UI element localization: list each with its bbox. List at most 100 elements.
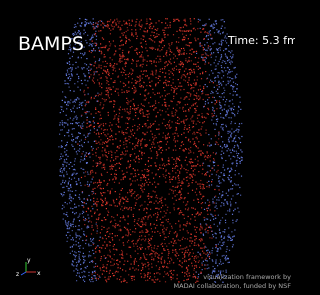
particle: [140, 188, 141, 189]
particle: [142, 126, 143, 127]
particle: [144, 185, 145, 186]
particle: [110, 251, 111, 252]
particle: [79, 256, 80, 257]
particle: [88, 93, 89, 94]
particle: [221, 56, 222, 57]
particle: [89, 51, 90, 52]
particle: [70, 99, 71, 100]
particle: [196, 272, 197, 273]
particle: [207, 32, 208, 33]
particle: [226, 249, 227, 250]
particle: [228, 262, 229, 263]
particle: [220, 247, 221, 248]
particle: [169, 164, 170, 165]
particle: [215, 80, 216, 81]
particle: [107, 264, 108, 265]
particle: [94, 188, 95, 189]
particle: [128, 274, 129, 275]
particle: [111, 101, 112, 102]
particle: [102, 108, 103, 109]
particle: [82, 146, 83, 147]
particle: [129, 25, 130, 26]
particle: [106, 83, 107, 84]
particle: [71, 144, 72, 145]
z-label: z: [16, 271, 19, 278]
particle: [131, 276, 132, 277]
particle: [72, 246, 73, 247]
particle: [197, 79, 198, 80]
particle: [133, 243, 134, 244]
particle: [154, 138, 155, 139]
particle: [113, 199, 114, 200]
particle: [214, 268, 215, 269]
particle: [232, 214, 233, 215]
particle: [85, 267, 86, 268]
particle: [166, 274, 167, 275]
particle: [214, 162, 215, 163]
particle: [235, 184, 236, 185]
particle: [143, 177, 144, 178]
particle: [156, 70, 157, 71]
particle: [94, 213, 95, 214]
particle: [218, 271, 219, 272]
particle: [80, 89, 81, 90]
particle: [175, 122, 176, 123]
particle: [195, 159, 196, 160]
particle: [187, 92, 188, 93]
particle: [151, 32, 152, 33]
particle: [105, 154, 106, 155]
particle: [132, 143, 133, 144]
particle: [148, 243, 149, 244]
particle: [153, 62, 154, 63]
particle: [99, 276, 100, 277]
particle: [235, 83, 236, 84]
particle: [120, 27, 121, 28]
particle: [89, 279, 90, 280]
particle: [205, 202, 206, 203]
particle: [136, 33, 137, 34]
particle: [101, 256, 102, 257]
particle: [90, 174, 91, 175]
particle: [127, 150, 128, 151]
particle: [162, 222, 163, 223]
particle: [102, 202, 103, 203]
particle: [92, 271, 93, 272]
particle: [162, 38, 163, 39]
particle: [106, 281, 107, 282]
particle: [148, 179, 149, 180]
particle: [65, 202, 66, 203]
particle: [108, 92, 109, 93]
particle: [84, 281, 85, 282]
particle: [125, 140, 126, 141]
particle: [196, 53, 197, 54]
particle: [169, 74, 170, 75]
particle: [232, 195, 233, 196]
particle: [227, 60, 228, 61]
particle: [156, 273, 157, 274]
particle: [174, 68, 175, 69]
particle: [204, 117, 205, 118]
particle: [152, 142, 153, 143]
particle: [228, 131, 229, 132]
particle: [145, 180, 146, 181]
particle: [200, 73, 201, 74]
particle: [145, 99, 146, 100]
particle: [77, 235, 78, 236]
particle: [223, 81, 224, 82]
particle: [104, 56, 105, 57]
particle: [210, 220, 211, 221]
particle: [99, 50, 100, 51]
particle: [82, 211, 83, 212]
particle: [182, 181, 183, 182]
particle: [222, 179, 223, 180]
particle: [169, 62, 170, 63]
particle: [123, 177, 124, 178]
particle: [175, 161, 176, 162]
particle: [139, 78, 140, 79]
particle: [173, 82, 174, 83]
particle: [159, 267, 160, 268]
particle: [214, 165, 215, 166]
particle: [220, 33, 221, 34]
particle: [91, 52, 92, 53]
particle: [131, 25, 132, 26]
